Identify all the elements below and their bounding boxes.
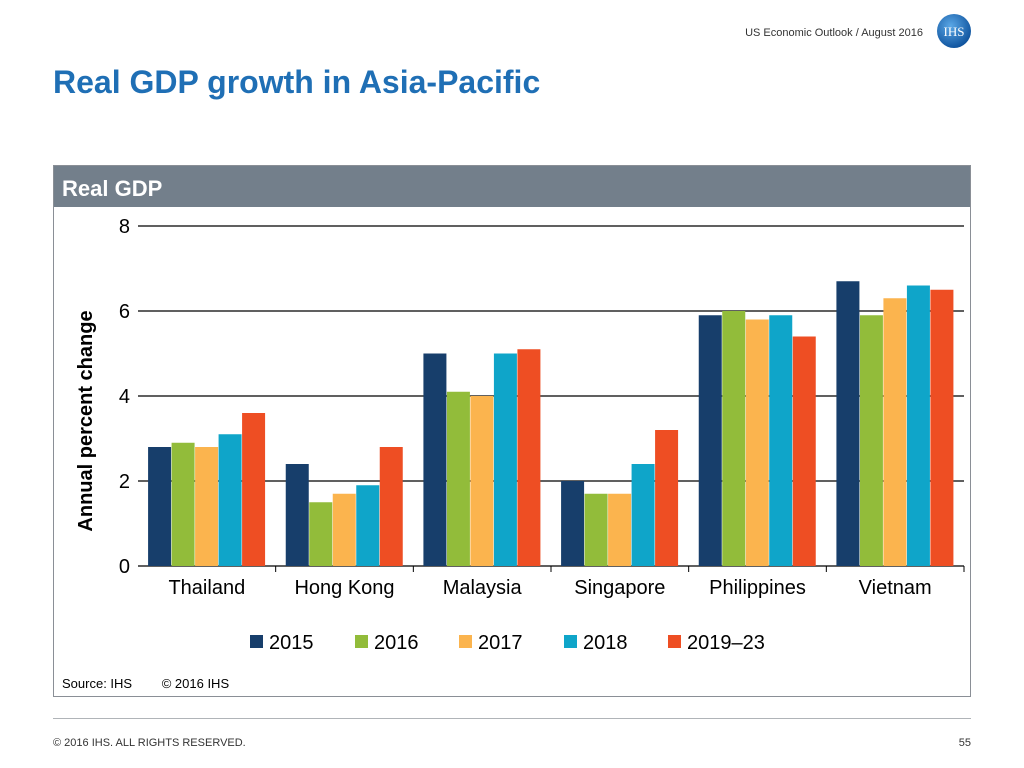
bar-vietnam-2018 xyxy=(906,285,930,566)
bar-chart: 0 2 4 6 8 Annual percent change Thailand Hong K… xyxy=(75,216,965,654)
bar-thailand-2017 xyxy=(195,447,219,566)
x-tick-label: Philippines xyxy=(709,577,806,599)
y-tick-label: 8 xyxy=(119,216,130,238)
x-tick-label: Thailand xyxy=(168,577,245,599)
bar-vietnam-2015 xyxy=(836,281,860,566)
bar-malaysia-2017 xyxy=(470,396,494,566)
footer-copyright: © 2016 IHS. ALL RIGHTS RESERVED. xyxy=(53,737,246,749)
legend-label: 2016 xyxy=(374,632,419,654)
bar-vietnam-2017 xyxy=(883,298,907,566)
bar-thailand-2019–23 xyxy=(242,413,266,566)
legend-label: 2015 xyxy=(269,632,314,654)
footer-divider xyxy=(53,718,971,719)
bar-malaysia-2016 xyxy=(446,391,470,566)
bar-malaysia-2015 xyxy=(423,353,447,566)
bar-philippines-2019–23 xyxy=(792,336,816,566)
bar-thailand-2018 xyxy=(218,434,242,566)
bar-singapore-2015 xyxy=(561,481,585,566)
bar-singapore-2019–23 xyxy=(655,430,679,566)
logo-text: IHS xyxy=(944,24,965,39)
page-title: Real GDP growth in Asia-Pacific xyxy=(53,64,541,100)
bar-malaysia-2018 xyxy=(493,353,517,566)
bar-singapore-2018 xyxy=(631,464,655,566)
bar-hong-kong-2018 xyxy=(356,485,380,566)
x-tick-label: Singapore xyxy=(574,577,665,599)
bar-thailand-2015 xyxy=(148,447,172,566)
bar-hong-kong-2019–23 xyxy=(379,447,403,566)
legend-label: 2017 xyxy=(478,632,523,654)
x-tick-label: Malaysia xyxy=(443,577,523,599)
bar-philippines-2018 xyxy=(769,315,793,566)
bar-malaysia-2019–23 xyxy=(517,349,541,566)
source-copyright: © 2016 IHS xyxy=(161,676,230,691)
y-tick-label: 4 xyxy=(119,386,130,408)
chart-panel: Real GDP 0 2 4 6 8 Annual percent change Thail… xyxy=(53,165,971,697)
legend-swatch-2016 xyxy=(355,635,368,648)
y-axis-label: Annual percent change xyxy=(75,310,97,531)
bar-hong-kong-2016 xyxy=(309,502,333,566)
bar-vietnam-2019–23 xyxy=(930,289,954,566)
legend-swatch-2017 xyxy=(459,635,472,648)
legend-label: 2019–23 xyxy=(687,632,765,654)
panel-title: Real GDP xyxy=(62,176,163,201)
legend-swatch-2019–23 xyxy=(668,635,681,648)
bar-philippines-2015 xyxy=(698,315,722,566)
y-tick-label: 6 xyxy=(119,301,130,323)
bar-philippines-2016 xyxy=(722,311,746,566)
page-number: 55 xyxy=(958,737,971,749)
bar-singapore-2017 xyxy=(608,493,632,566)
bar-hong-kong-2015 xyxy=(285,464,309,566)
bar-philippines-2017 xyxy=(745,319,769,566)
panel-header: Real GDP xyxy=(54,166,970,207)
x-tick-label: Hong Kong xyxy=(294,577,394,599)
y-tick-label: 2 xyxy=(119,471,130,493)
publication-note: US Economic Outlook / August 2016 xyxy=(745,27,923,39)
source-line: Source: IHS © 2016 IHS xyxy=(62,676,255,691)
bar-singapore-2016 xyxy=(584,493,608,566)
bar-vietnam-2016 xyxy=(859,315,883,566)
bar-thailand-2016 xyxy=(171,442,195,566)
x-tick-label: Vietnam xyxy=(859,577,932,599)
y-tick-label: 0 xyxy=(119,556,130,578)
source-label: Source: IHS xyxy=(62,676,133,691)
legend-swatch-2015 xyxy=(250,635,263,648)
ihs-logo: IHS xyxy=(937,14,971,48)
bar-hong-kong-2017 xyxy=(332,493,356,566)
legend-label: 2018 xyxy=(583,632,628,654)
legend-swatch-2018 xyxy=(564,635,577,648)
